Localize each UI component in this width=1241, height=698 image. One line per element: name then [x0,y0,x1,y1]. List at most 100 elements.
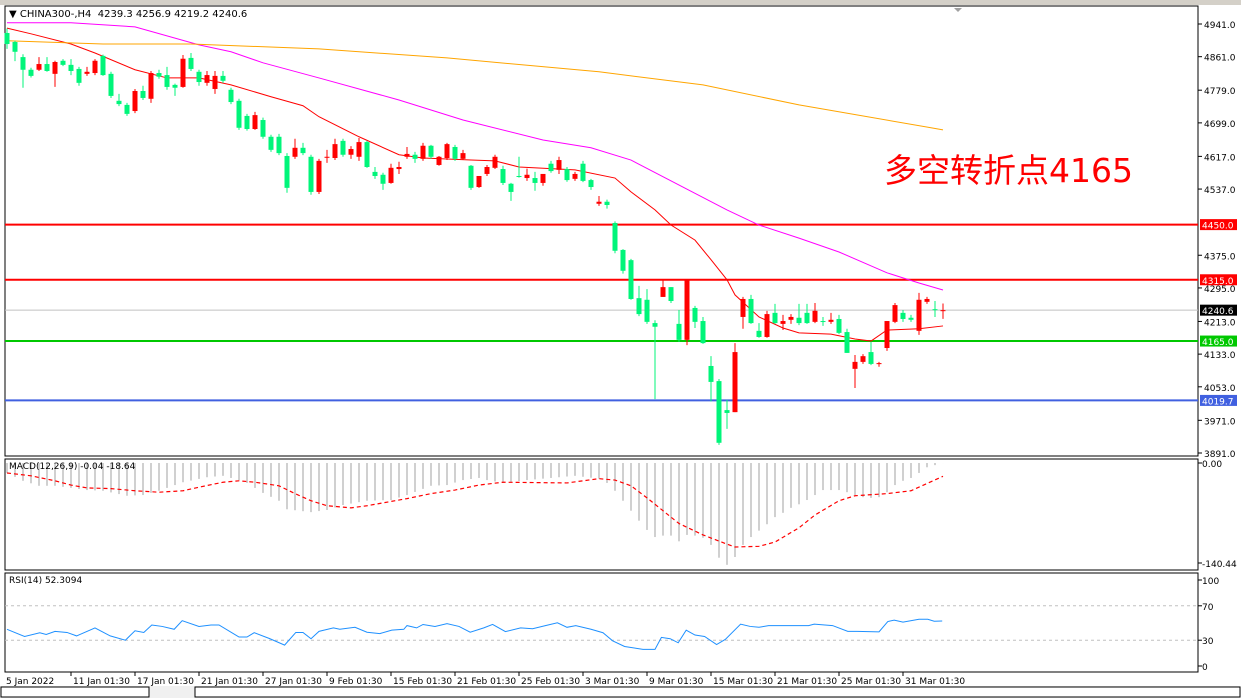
candle [572,171,578,181]
candle [684,279,690,346]
candle-body [60,60,66,65]
candle [540,173,546,186]
candle-body [52,61,58,74]
candle [764,310,770,338]
time-tick-label: 5 Jan 2022 [6,677,54,687]
candle [740,296,746,329]
triangle-down-icon[interactable]: ▼ [9,9,20,20]
candle [636,285,642,317]
candle [332,138,338,161]
price-tick-label: 4617.0 [1204,153,1236,163]
candle-body [244,115,250,130]
candle-body [260,120,266,137]
candle [628,258,634,300]
candle [812,303,818,324]
level-tag-label: 4315.0 [1202,277,1234,287]
candle-body [908,317,914,320]
candle-body [364,142,370,167]
candle-body [12,41,18,52]
candle [396,161,402,174]
price-tick-label: 4053.0 [1204,384,1236,394]
candle [724,399,730,429]
candle-body [412,154,418,159]
candle [172,83,178,96]
price-tick-label: 4861.0 [1204,54,1236,64]
horizontal-scrollbar[interactable] [194,686,1241,698]
candle [316,158,322,194]
candle-body [756,330,762,337]
candle-body [588,180,594,188]
candle-body [324,156,330,158]
candle-body [180,58,186,87]
candle-body [492,156,498,168]
candle [300,142,306,156]
level-tag [1200,394,1237,406]
candle [148,70,154,103]
candle [372,167,378,179]
time-tick-label: 3 Mar 01:30 [585,677,640,687]
candle-body [692,307,698,322]
candle-body [172,84,178,88]
candle-body [420,145,426,159]
rsi-tick-label: 30 [1202,637,1214,647]
candle [804,303,810,324]
time-tick-label: 15 Mar 01:30 [713,677,773,687]
time-tick-label: 15 Feb 01:30 [393,677,452,687]
candle [620,249,626,274]
candle [916,292,922,335]
candle [644,289,650,324]
candle-body [916,299,922,331]
candle-body [452,146,458,159]
candle-body [292,147,298,157]
candle-body [516,175,522,177]
candle [668,287,674,304]
candle [36,57,42,71]
candle [188,53,194,71]
candle-body [140,91,146,98]
candle [860,354,866,364]
candle-body [636,298,642,315]
candle-body [780,321,786,324]
candle-body [556,160,562,170]
price-tick-label: 4295.0 [1204,285,1236,295]
candle-body [764,314,770,337]
candle [900,310,906,322]
candle-body [276,136,282,154]
candle [476,175,482,188]
candle [236,98,242,130]
candle [556,156,562,174]
candle [92,59,98,76]
candle-body [572,173,578,179]
candle [76,66,82,86]
macd-signal-line [6,472,944,548]
chart-tab [0,686,150,698]
candle [716,379,722,445]
candle [492,154,498,170]
candle-body [100,55,106,76]
candle-body [852,361,858,369]
candle [836,314,842,335]
candle-body [524,174,530,179]
macd-label: MACD(12,26,9) -0.04 -18.64 [9,462,136,472]
candle-body [940,310,946,312]
candle-body [356,142,362,157]
level-tag [1200,219,1237,231]
ohlc-readout: 4239.3 4256.9 4219.2 4240.6 [97,9,248,20]
candle-body [700,321,706,344]
candle-body [436,156,442,165]
level-tag-label: 4165.0 [1202,338,1234,348]
candle [340,138,346,157]
candle [596,196,602,206]
price-tick-label: 4375.0 [1204,252,1236,262]
time-tick-label: 21 Jan 01:30 [201,677,258,687]
candle-body [332,144,338,159]
candle-body [548,163,554,172]
time-tick-label: 21 Feb 01:30 [457,677,516,687]
candle [796,303,802,326]
candle-body [476,175,482,188]
candle [452,144,458,161]
candle-body [796,317,802,324]
candle [180,55,186,88]
